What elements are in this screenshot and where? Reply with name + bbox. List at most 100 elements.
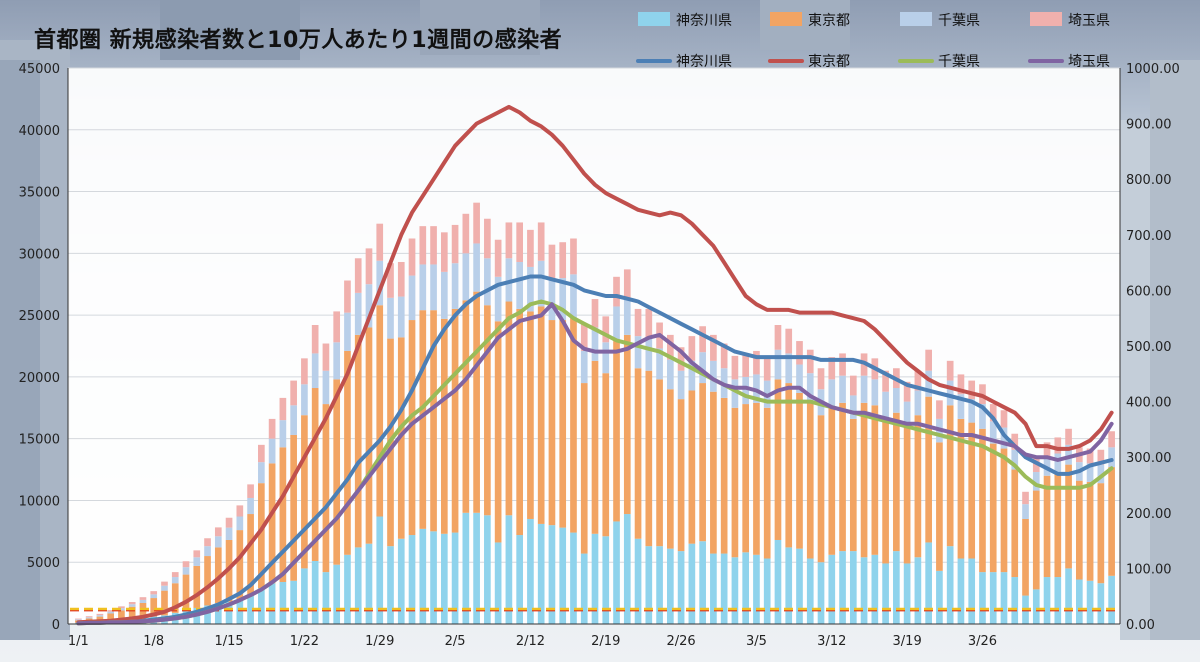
bar-1-55 xyxy=(667,389,674,549)
bar-2-83 xyxy=(968,399,976,423)
bar-0-30 xyxy=(397,538,405,624)
bar-1-37 xyxy=(473,291,480,513)
bar-2-12 xyxy=(204,546,211,557)
bar-0-49 xyxy=(602,536,610,624)
bar-2-51 xyxy=(623,299,631,335)
bar-1-56 xyxy=(677,399,685,552)
bar-1-93 xyxy=(1075,480,1083,580)
bar-0-32 xyxy=(419,528,427,624)
bar-1-41 xyxy=(516,308,523,536)
bar-0-27 xyxy=(365,543,373,624)
bar-3-44 xyxy=(548,244,556,280)
bar-3-78 xyxy=(914,370,922,391)
bar-2-50 xyxy=(613,306,620,342)
bar-0-28 xyxy=(376,516,384,624)
bar-0-52 xyxy=(634,538,642,624)
bar-2-48 xyxy=(591,327,599,361)
bar-2-14 xyxy=(225,527,233,540)
bar-2-47 xyxy=(580,350,588,384)
bar-3-65 xyxy=(774,324,782,350)
x-tick-label: 2/5 xyxy=(445,634,466,649)
bar-2-18 xyxy=(268,438,276,464)
legend-swatch-bar xyxy=(770,12,802,26)
bar-3-75 xyxy=(882,370,889,392)
legend-label-line: 埼玉県 xyxy=(1068,54,1110,70)
bar-0-93 xyxy=(1075,579,1083,624)
bar-3-19 xyxy=(279,397,287,421)
bar-2-7 xyxy=(150,594,158,599)
bar-0-21 xyxy=(301,568,308,624)
bar-3-83 xyxy=(968,380,976,400)
bar-1-35 xyxy=(451,308,459,533)
bar-3-35 xyxy=(451,224,459,264)
bar-0-63 xyxy=(753,554,760,624)
bar-3-15 xyxy=(236,505,244,517)
bar-2-91 xyxy=(1054,453,1062,474)
bar-1-21 xyxy=(301,415,308,569)
y-left-tick-label: 35000 xyxy=(19,186,60,201)
bar-2-23 xyxy=(322,370,330,405)
bar-2-66 xyxy=(785,353,793,384)
bar-2-27 xyxy=(365,284,373,328)
bar-0-42 xyxy=(527,518,534,624)
bar-1-85 xyxy=(989,443,997,573)
bar-2-29 xyxy=(387,297,394,339)
bar-1-81 xyxy=(946,405,954,547)
bar-3-71 xyxy=(839,353,846,376)
bar-2-46 xyxy=(570,274,577,318)
bar-1-87 xyxy=(1011,469,1019,578)
line-series-3 xyxy=(76,302,1114,626)
bar-3-91 xyxy=(1054,437,1062,454)
bar-1-8 xyxy=(161,590,168,616)
bar-0-68 xyxy=(806,558,814,624)
bar-3-56 xyxy=(677,347,685,371)
bar-0-64 xyxy=(763,558,771,624)
bar-0-14 xyxy=(225,601,233,624)
bar-2-86 xyxy=(1000,427,1008,449)
bar-3-59 xyxy=(710,334,717,361)
bar-1-40 xyxy=(505,301,513,516)
bar-1-32 xyxy=(419,310,427,529)
bar-3-50 xyxy=(613,276,620,307)
bar-1-89 xyxy=(1032,490,1040,590)
bar-3-67 xyxy=(796,341,803,365)
bar-1-77 xyxy=(903,426,911,564)
bar-3-61 xyxy=(731,355,739,380)
bar-2-30 xyxy=(397,296,405,338)
bar-1-28 xyxy=(376,305,384,517)
bar-3-33 xyxy=(430,226,437,265)
bar-2-19 xyxy=(279,420,287,448)
bar-3-28 xyxy=(376,223,384,261)
bar-2-2 xyxy=(96,615,104,617)
bar-2-20 xyxy=(290,405,297,435)
x-tick-label: 2/19 xyxy=(591,634,620,649)
bar-2-3 xyxy=(107,611,115,614)
bar-2-94 xyxy=(1086,463,1094,482)
legend-swatch-bar xyxy=(900,12,932,26)
bar-0-96 xyxy=(1108,575,1115,624)
bar-3-85 xyxy=(989,404,997,422)
bar-3-27 xyxy=(365,248,373,285)
bar-2-45 xyxy=(559,278,567,321)
bar-0-70 xyxy=(828,554,836,624)
bar-0-46 xyxy=(570,532,577,624)
y-right-tick-label: 200.00 xyxy=(1126,507,1172,522)
bar-0-31 xyxy=(408,535,416,624)
bar-1-11 xyxy=(193,565,201,608)
bar-3-52 xyxy=(634,308,642,337)
bar-3-22 xyxy=(311,324,319,354)
bar-3-26 xyxy=(354,258,362,293)
bar-0-65 xyxy=(774,539,782,624)
bar-0-20 xyxy=(290,580,297,624)
y-right-tick-label: 700.00 xyxy=(1126,229,1172,244)
y-right-tick-label: 1000.00 xyxy=(1126,62,1180,77)
bar-1-84 xyxy=(979,428,986,573)
bar-1-62 xyxy=(742,404,750,553)
bar-2-41 xyxy=(516,261,523,309)
bar-3-36 xyxy=(462,213,470,254)
bar-3-14 xyxy=(225,517,233,528)
bar-2-15 xyxy=(236,516,244,531)
bar-0-76 xyxy=(893,551,900,624)
bar-0-45 xyxy=(559,527,567,624)
